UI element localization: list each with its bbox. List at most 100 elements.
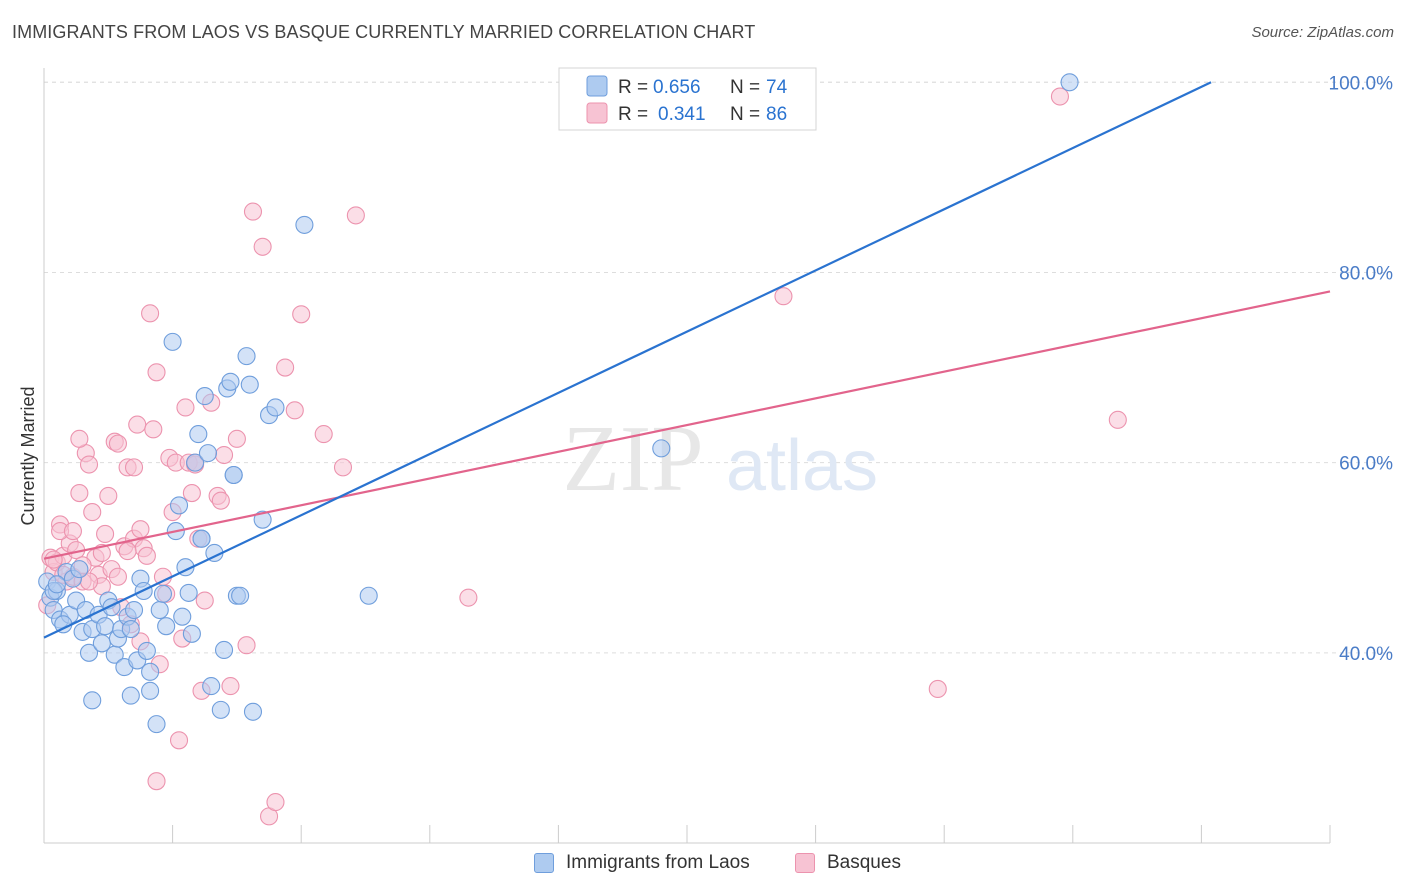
basques-point <box>276 358 295 377</box>
laos-points <box>38 73 1079 734</box>
laos-point <box>231 586 250 605</box>
basques-point <box>266 793 285 812</box>
basques-point <box>144 420 163 439</box>
laos-point <box>221 372 240 391</box>
basques-point <box>63 522 82 541</box>
laos-point <box>83 691 102 710</box>
basques-point <box>285 401 304 420</box>
legend-label-laos: Immigrants from Laos <box>566 852 750 873</box>
laos-point <box>1060 73 1079 92</box>
basques-point <box>237 636 256 655</box>
laos-point <box>96 617 115 636</box>
axes <box>43 68 1331 844</box>
laos-point <box>121 619 140 639</box>
basques-point <box>227 429 246 448</box>
laos-point <box>150 600 169 620</box>
basques-point <box>169 731 189 750</box>
legend-label-basques: Basques <box>827 852 901 873</box>
laos-point <box>652 439 671 458</box>
basques-point <box>182 484 201 503</box>
basques-point <box>92 543 111 563</box>
correlation-legend: R = 0.656 N = 74 R = 0.341 N = 86 <box>558 67 817 131</box>
y-axis-label: Currently Married <box>18 386 38 525</box>
basques-point <box>79 455 99 474</box>
laos-point <box>211 700 230 719</box>
laos-point <box>157 617 176 636</box>
basques-point <box>124 458 144 477</box>
watermark: ZIP atlas <box>563 407 879 511</box>
basques-point <box>108 434 127 453</box>
y-tick-label: 60.0% <box>1339 454 1393 475</box>
laos-point <box>214 640 234 660</box>
basques-point <box>346 206 365 225</box>
laos-point <box>173 607 192 626</box>
laos-point <box>189 425 208 444</box>
legend-r-label-laos: R = <box>618 77 648 98</box>
legend-r-label-basques: R = <box>618 104 648 125</box>
legend-swatch-laos <box>586 75 608 97</box>
legend-n-value-laos: 74 <box>766 77 788 98</box>
laos-point <box>224 465 243 485</box>
laos-point <box>141 681 160 700</box>
basques-point <box>243 202 263 221</box>
laos-point <box>124 600 144 620</box>
legend-item-laos: Immigrants from Laos <box>534 852 750 874</box>
laos-point <box>295 215 314 234</box>
basques-point <box>253 237 272 256</box>
chart-title: IMMIGRANTS FROM LAOS VS BASQUE CURRENTLY… <box>12 22 756 42</box>
laos-point <box>47 575 66 594</box>
trend-lines <box>43 81 1331 639</box>
legend-r-value-basques: 0.341 <box>658 104 706 125</box>
laos-point <box>359 586 378 605</box>
basques-point <box>214 445 234 465</box>
basques-point <box>176 398 195 417</box>
basques-point <box>459 588 478 607</box>
basques-point <box>195 591 214 610</box>
basques-point <box>314 425 333 444</box>
basques-point <box>221 677 240 696</box>
legend-swatch-basques <box>586 102 608 124</box>
source-note: Source: ZipAtlas.com <box>1251 24 1394 41</box>
gridlines <box>44 81 1393 654</box>
basques-point <box>70 429 89 448</box>
watermark-zip: ZIP <box>563 407 704 511</box>
legend-r-value-laos: 0.656 <box>653 77 701 98</box>
watermark-atlas: atlas <box>726 426 878 506</box>
basques-point <box>96 524 115 544</box>
basques-point <box>108 567 127 586</box>
laos-point <box>198 444 218 463</box>
laos-point <box>163 332 182 351</box>
scatter-plot: ZIP atlas 40.0%60.0%80.0%100.0%0.0%40.0%… <box>18 67 1393 844</box>
y-tick-label: 40.0% <box>1339 644 1393 665</box>
basques-point <box>131 520 150 539</box>
laos-point <box>186 453 205 472</box>
legend-swatch-basques-bottom <box>795 853 815 873</box>
legend-n-label-basques: N = <box>730 104 760 125</box>
basques-point <box>141 304 160 323</box>
basques-point <box>83 503 102 522</box>
basques-point <box>1050 87 1069 106</box>
basques-point <box>1108 410 1127 429</box>
laos-point <box>147 715 166 734</box>
laos-point <box>141 662 160 681</box>
y-tick-label: 80.0% <box>1339 263 1393 284</box>
laos-point <box>240 375 259 394</box>
laos-point <box>195 387 214 406</box>
laos-point <box>182 624 201 643</box>
laos-point <box>253 510 272 529</box>
basques-point <box>44 550 63 569</box>
basques-point <box>147 363 166 382</box>
laos-point <box>243 702 263 721</box>
laos-point <box>169 496 189 515</box>
laos-point <box>79 643 99 662</box>
legend-swatch-laos-bottom <box>534 853 554 873</box>
basques-point <box>774 287 793 306</box>
legend-item-basques: Basques <box>795 852 901 874</box>
laos-point <box>179 583 198 602</box>
basques-point <box>333 458 353 477</box>
laos-point <box>202 677 221 696</box>
basques-point <box>211 491 230 510</box>
basques-point <box>137 546 156 565</box>
laos-point <box>266 398 285 417</box>
legend-n-value-basques: 86 <box>766 104 787 125</box>
